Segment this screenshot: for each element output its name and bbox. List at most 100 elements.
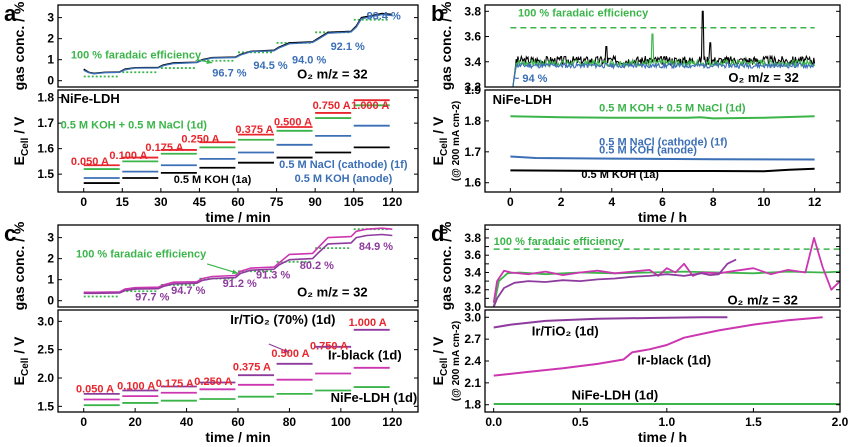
y-tick-label: 3.2 bbox=[464, 283, 481, 297]
data-label: 80.2 % bbox=[300, 260, 334, 272]
plot-annotation: 100 % faradaic efficiency bbox=[76, 249, 207, 261]
plot-annotation: ~ 94 % bbox=[513, 73, 548, 85]
series-line bbox=[492, 237, 840, 303]
series-line bbox=[510, 155, 815, 161]
panel-c_bot: 1.5 2.0 2.5 3.0 0 20 40 60 80 100 120 time / min ECe… bbox=[11, 309, 419, 445]
x-tick-label: 120 bbox=[382, 415, 402, 429]
y-axis-label: gas conc. / % bbox=[438, 221, 454, 310]
data-label: 94.7 % bbox=[171, 285, 205, 297]
arrow-head bbox=[232, 269, 238, 274]
y-axis-sublabel: (@ 200 mA cm-2) bbox=[451, 101, 462, 182]
x-tick-label: 105 bbox=[344, 195, 364, 209]
x-tick-label: 45 bbox=[193, 195, 207, 209]
y-tick-label: 3.8 bbox=[464, 4, 481, 18]
series-line bbox=[510, 115, 815, 120]
arrow-head bbox=[283, 348, 290, 353]
y-axis-label: gas conc. / % bbox=[11, 221, 27, 310]
x-tick-label: 2 bbox=[558, 195, 565, 209]
data-label: 0.100 A bbox=[117, 380, 155, 392]
series-line bbox=[512, 61, 815, 87]
data-label: 0.750 A bbox=[313, 100, 351, 112]
x-tick-label: 12 bbox=[808, 195, 822, 209]
series-line bbox=[492, 258, 737, 307]
x-tick-label: 100 bbox=[331, 415, 351, 429]
panel-letter: a bbox=[4, 1, 17, 26]
data-label: 91.3 % bbox=[256, 270, 290, 282]
data-label: 94.5 % bbox=[253, 60, 287, 72]
panel-b_bot: 1.6 1.7 1.8 1.9 0 2 4 6 8 10 12 time / h ECell / V (@… bbox=[430, 83, 841, 225]
y-tick-label: 1.6 bbox=[464, 176, 481, 190]
data-label: 0.100 A bbox=[109, 150, 147, 162]
x-tick-label: 1.0 bbox=[658, 415, 675, 429]
data-label: 0.250 A bbox=[181, 133, 219, 145]
panel-c_top: 0 1 2 3 gas conc. / %c 97.7 %94.7 % 91.2 %91.3… bbox=[4, 221, 419, 310]
panel-d_bot: 1.8 2.1 2.4 2.7 3.0 0.0 0.5 1.0 1.5 2.0 time / h EC… bbox=[430, 309, 849, 445]
y-tick-label: 1.5 bbox=[37, 399, 54, 413]
y-axis-label: gas conc. / % bbox=[11, 1, 27, 90]
plot-area bbox=[510, 115, 815, 173]
series-line bbox=[493, 316, 823, 377]
plot-annotation: 0.5 M KOH + 0.5 M NaCl (1d) bbox=[599, 103, 746, 115]
x-tick-label: 60 bbox=[231, 415, 245, 429]
y-tick-label: 2.5 bbox=[37, 343, 54, 357]
plot-annotation: 0.5 M KOH + 0.5 M NaCl (1d) bbox=[61, 119, 208, 131]
panel-a_top: 0 1 2 3 gas conc. / %a 96.7 % 94.5 % 94.0 % 92.1… bbox=[4, 1, 419, 90]
y-tick-label: 1.8 bbox=[464, 114, 481, 128]
data-label: 97.7 % bbox=[135, 291, 169, 303]
y-tick-label: 1.6 bbox=[37, 142, 54, 156]
x-axis-label: time / min bbox=[205, 209, 270, 225]
x-tick-label: 90 bbox=[308, 195, 322, 209]
data-label: 0.375 A bbox=[235, 124, 273, 136]
x-tick-label: 0 bbox=[80, 415, 87, 429]
series-line bbox=[83, 233, 393, 295]
plot-area bbox=[83, 99, 390, 184]
y-tick-label: 2.0 bbox=[37, 371, 54, 385]
x-tick-label: 0.5 bbox=[572, 415, 589, 429]
data-label: 1.000 A bbox=[351, 100, 389, 112]
x-tick-label: 30 bbox=[154, 195, 168, 209]
series-line bbox=[83, 13, 393, 75]
series-line bbox=[493, 316, 728, 329]
data-label: 92.1 % bbox=[331, 41, 365, 53]
x-tick-label: 60 bbox=[231, 195, 245, 209]
data-label: 0.750 A bbox=[310, 341, 348, 353]
panel-letter: b bbox=[431, 1, 444, 26]
plot-annotation: O₂ m/z = 32 bbox=[297, 67, 367, 82]
y-tick-label: 1.9 bbox=[464, 83, 481, 97]
plot-annotation: Ir/TiO₂ (70%) (1d) bbox=[230, 312, 335, 327]
x-tick-label: 20 bbox=[128, 415, 142, 429]
x-tick-label: 0 bbox=[80, 195, 87, 209]
axes-frame bbox=[57, 4, 419, 88]
plot-area bbox=[510, 10, 816, 87]
y-tick-label: 1.8 bbox=[37, 91, 54, 105]
series-line bbox=[83, 227, 393, 294]
plot-annotation: 0.5 M KOH (anode) bbox=[599, 144, 697, 156]
plot-annotation: 0.5 M KOH (1a) bbox=[174, 174, 252, 186]
panel-letter: c bbox=[4, 221, 16, 246]
data-label: 0.375 A bbox=[233, 362, 271, 374]
data-label: 0.250 A bbox=[194, 376, 232, 388]
axes-frame bbox=[57, 224, 419, 308]
plot-area bbox=[493, 316, 840, 405]
plot-annotation: Ir-black (1d) bbox=[328, 347, 402, 362]
plot-annotation: 0.5 M KOH (anode) bbox=[295, 173, 393, 185]
y-tick-label: 3.8 bbox=[464, 231, 481, 245]
plot-annotation: O₂ m/z = 32 bbox=[727, 292, 797, 307]
data-label: 84.9 % bbox=[359, 241, 393, 253]
data-label: 0.050 A bbox=[71, 156, 109, 168]
x-tick-label: 0.0 bbox=[485, 415, 502, 429]
y-tick-label: 2 bbox=[47, 252, 54, 266]
plot-annotation: O₂ m/z = 32 bbox=[297, 284, 367, 299]
x-tick-label: 1.5 bbox=[745, 415, 762, 429]
y-tick-label: 3.6 bbox=[464, 30, 481, 44]
y-tick-label: 3.0 bbox=[464, 300, 481, 314]
plot-annotation: Ir/TiO₂ (1d) bbox=[532, 324, 599, 339]
data-label: 0.175 A bbox=[156, 378, 194, 390]
y-tick-label: 3.4 bbox=[464, 55, 481, 69]
data-label: 0.175 A bbox=[145, 142, 183, 154]
y-tick-label: 3.2 bbox=[464, 80, 481, 94]
y-tick-label: 1 bbox=[47, 53, 54, 67]
y-tick-label: 0 bbox=[47, 294, 54, 308]
y-tick-label: 2.7 bbox=[464, 332, 481, 346]
x-tick-label: 15 bbox=[116, 195, 130, 209]
